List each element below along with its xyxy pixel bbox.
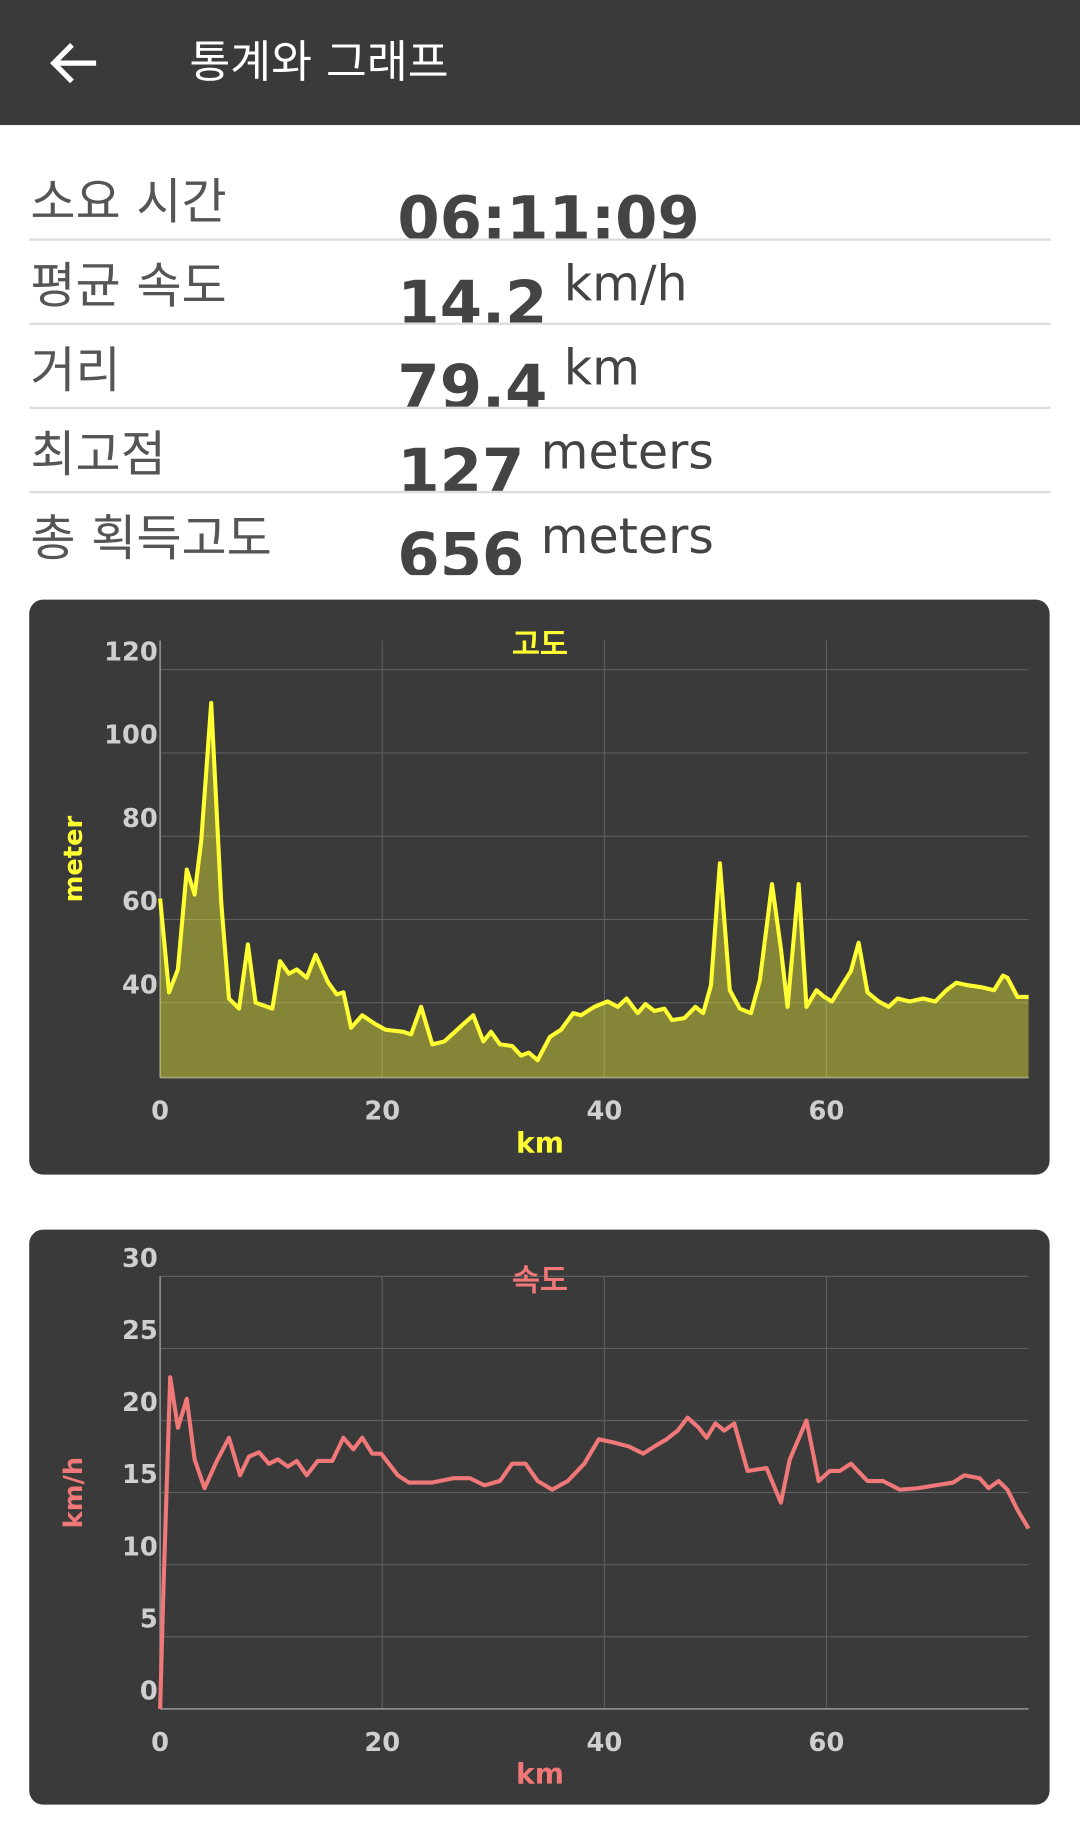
y-axis-label: meter xyxy=(59,815,89,902)
y-tick-label: 30 xyxy=(122,1244,158,1274)
y-tick-label: 10 xyxy=(122,1532,158,1562)
x-tick-label: 20 xyxy=(364,1097,400,1127)
stat-unit: km xyxy=(563,338,641,397)
x-tick-label: 40 xyxy=(586,1097,622,1127)
app-bar: 통계와 그래프 xyxy=(0,0,1080,126)
y-tick-label: 60 xyxy=(122,887,158,917)
stat-label: 최고점 xyxy=(30,425,166,483)
separator xyxy=(29,490,1051,494)
stat-label: 소요 시간 xyxy=(30,172,227,231)
chart-panel xyxy=(29,599,1050,1175)
stat-label: 총 획득고도 xyxy=(30,509,272,567)
separator xyxy=(29,406,1051,410)
stat-value: 14.2 xyxy=(397,268,548,323)
x-tick-label: 40 xyxy=(586,1728,622,1758)
stat-value: 127 xyxy=(397,437,525,491)
stat-row: 평균 속도 14.2 km/h xyxy=(0,250,1080,323)
x-tick-label: 60 xyxy=(809,1728,845,1758)
separator xyxy=(29,322,1051,325)
y-tick-label: 25 xyxy=(122,1316,158,1346)
chart-title: 속도 xyxy=(512,1263,568,1298)
chart-panel xyxy=(29,1229,1050,1805)
stat-row: 총 획득고도 656 meters xyxy=(0,503,1080,575)
y-tick-label: 120 xyxy=(104,637,158,667)
stat-value-group: 06:11:09 xyxy=(397,166,700,239)
y-tick-label: 5 xyxy=(140,1604,158,1634)
y-tick-label: 20 xyxy=(122,1388,158,1418)
x-axis-label: km xyxy=(516,1126,564,1159)
area-fill xyxy=(160,702,1029,1078)
chart-title: 고도 xyxy=(512,628,568,663)
stat-label: 거리 xyxy=(30,341,121,399)
x-tick-label: 60 xyxy=(809,1097,845,1127)
y-tick-label: 80 xyxy=(122,804,158,834)
x-tick-label: 0 xyxy=(151,1728,169,1758)
y-tick-label: 40 xyxy=(122,970,158,1000)
stat-value-group: 127 meters xyxy=(397,418,714,491)
stat-unit: meters xyxy=(540,507,714,565)
y-tick-label: 15 xyxy=(122,1460,158,1490)
stat-row: 소요 시간 06:11:09 xyxy=(0,166,1080,238)
stat-value: 79.4 xyxy=(397,352,548,407)
stat-value: 06:11:09 xyxy=(397,184,700,239)
stat-unit: meters xyxy=(540,423,714,481)
stat-value-group: 656 meters xyxy=(397,503,713,575)
stat-unit: km/h xyxy=(563,254,688,313)
y-tick-label: 100 xyxy=(104,721,158,751)
stat-label: 평균 속도 xyxy=(30,257,227,315)
x-tick-label: 0 xyxy=(151,1097,169,1127)
y-tick-label: 0 xyxy=(140,1676,158,1706)
x-axis-label: km xyxy=(516,1758,564,1791)
stat-row: 최고점 127 meters xyxy=(0,418,1080,491)
line xyxy=(158,700,1029,1063)
line xyxy=(158,1375,1031,1709)
app-title: 통계와 그래프 xyxy=(189,36,449,88)
separator xyxy=(29,238,1051,241)
stat-value-group: 14.2 km/h xyxy=(397,250,688,323)
y-axis-label: km/h xyxy=(59,1457,89,1529)
stat-value-group: 79.4 km xyxy=(397,334,641,407)
x-tick-label: 20 xyxy=(364,1728,400,1758)
stat-row: 거리 79.4 km xyxy=(0,334,1080,407)
stat-value: 656 xyxy=(397,521,525,576)
back-button[interactable] xyxy=(47,37,98,88)
